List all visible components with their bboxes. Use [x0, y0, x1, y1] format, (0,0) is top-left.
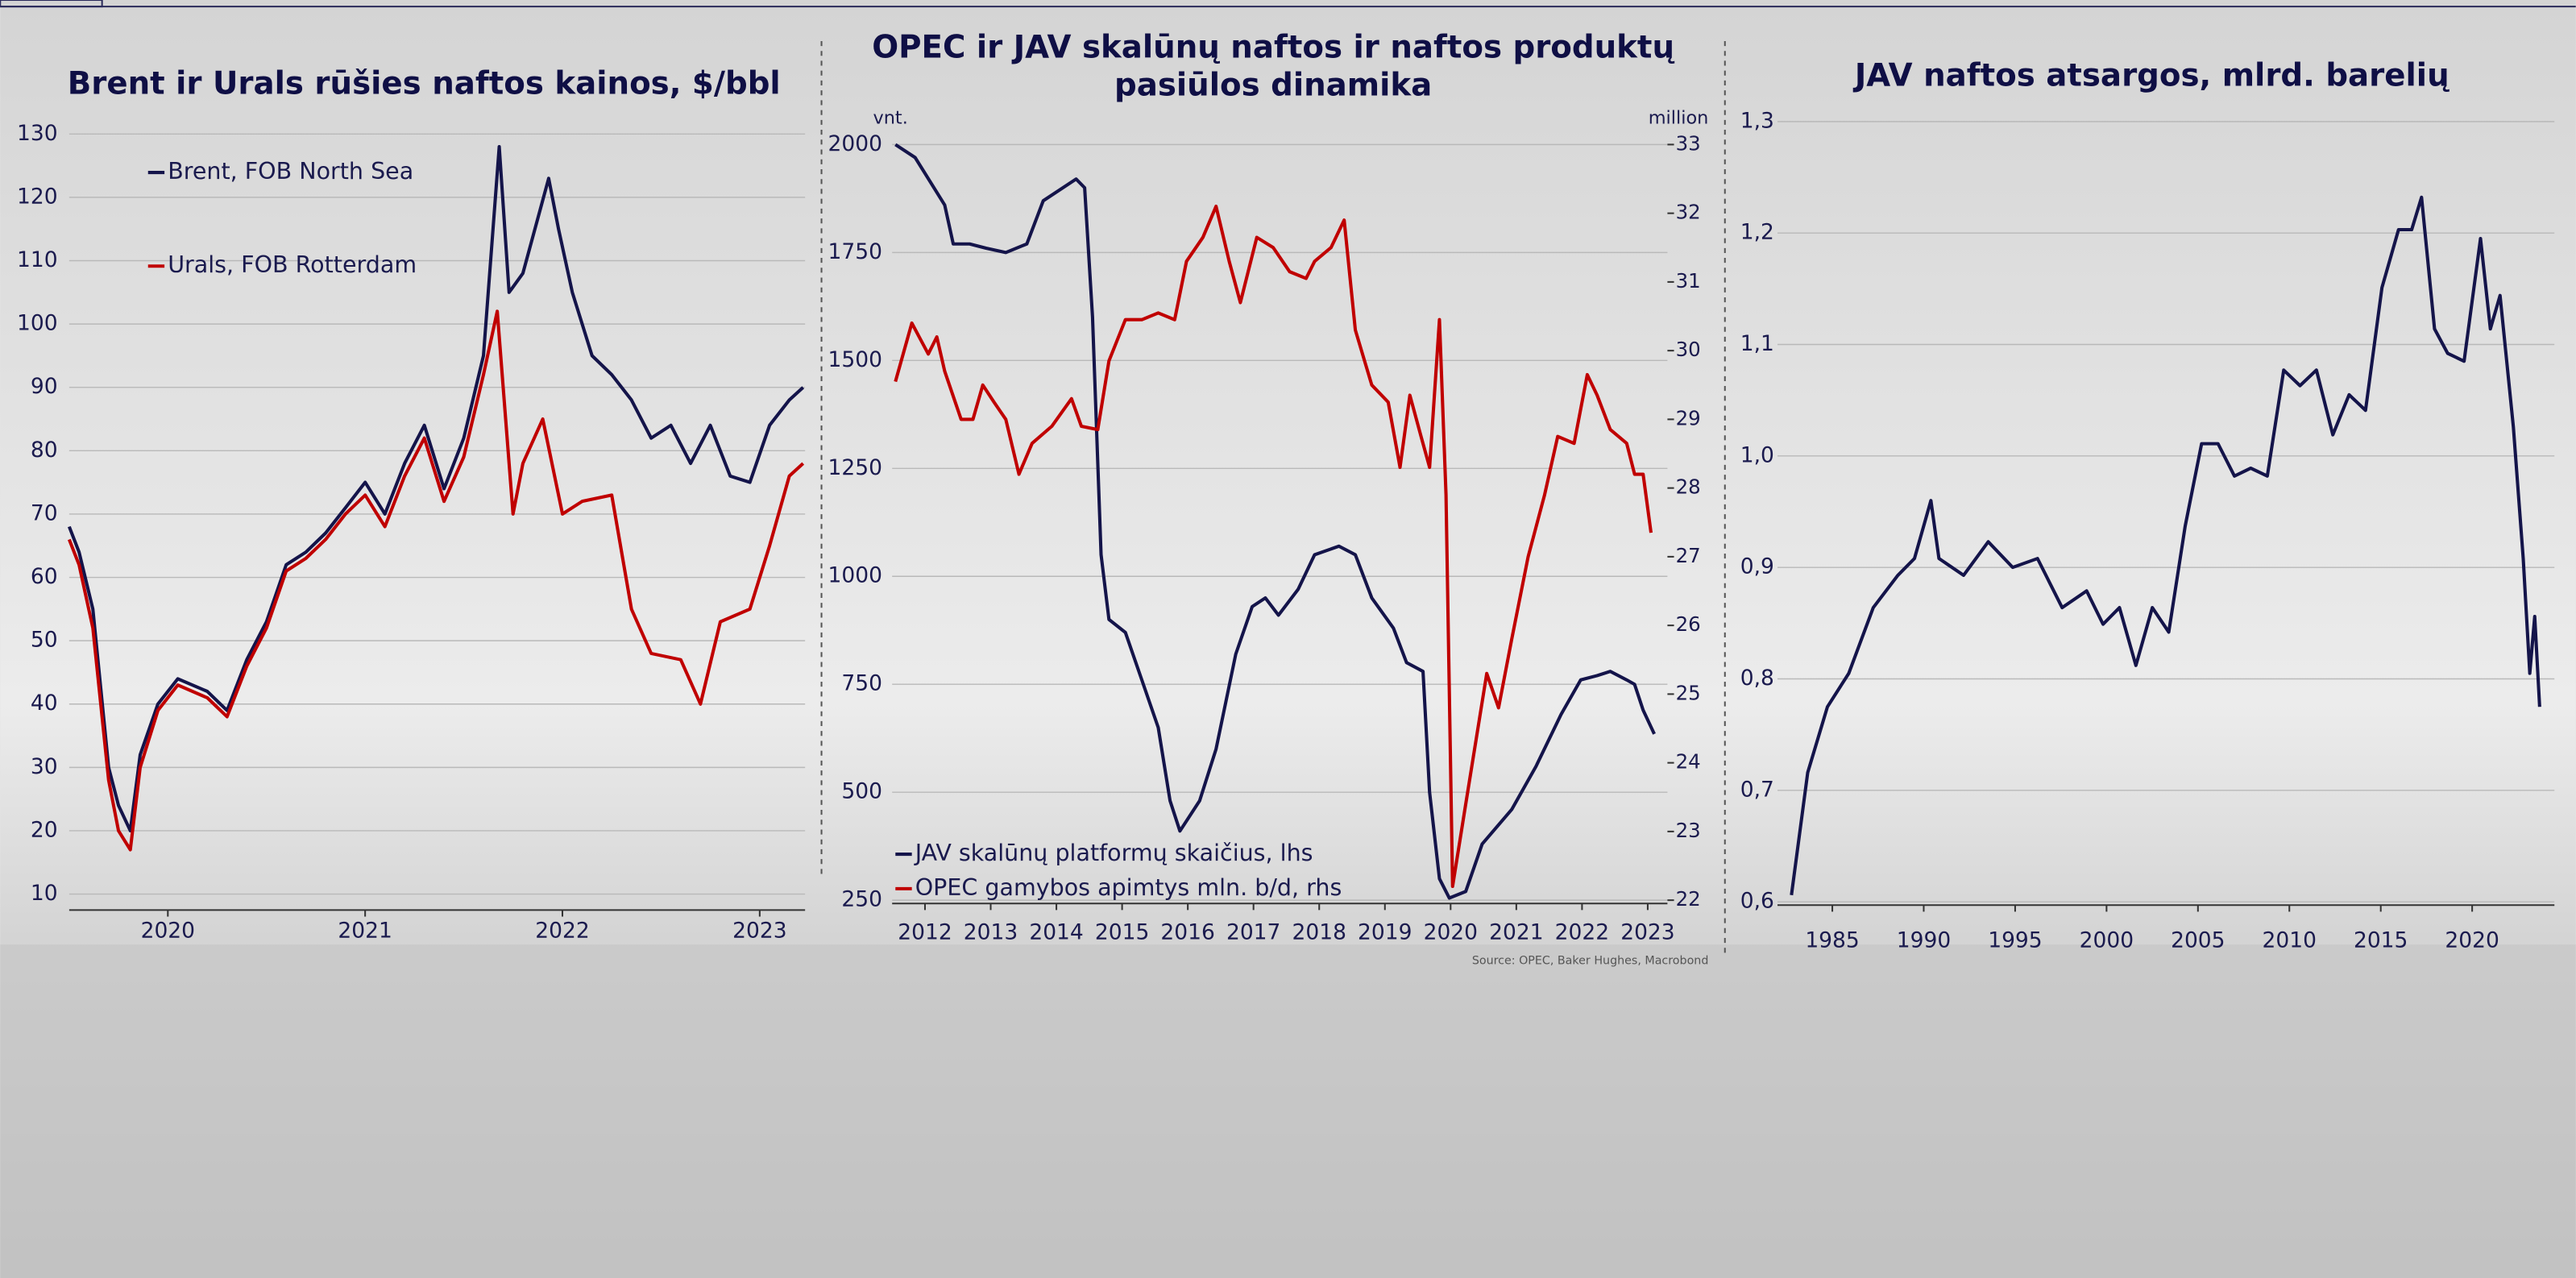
chart-title: JAV naftos atsargos, mlrd. barelių: [1852, 57, 2449, 93]
y2-tick-label: 26: [1676, 612, 1701, 636]
y2-tick-label: 29: [1676, 406, 1701, 429]
y-tick-label: 500: [841, 779, 882, 804]
y-tick-label: 1750: [828, 239, 882, 264]
y2-tick-label: 28: [1676, 475, 1701, 499]
y2-tick-label: 31: [1676, 269, 1701, 293]
y-tick-label: 1500: [828, 347, 882, 372]
legend-label: JAV skalūnų platformų skaičius, lhs: [914, 840, 1313, 866]
legend-label: OPEC gamybos apimtys mln. b/d, rhs: [915, 874, 1342, 901]
x-tick-label: 2020: [1424, 919, 1478, 944]
chart-title: OPEC ir JAV skalūnų naftos ir naftos pro…: [872, 30, 1674, 66]
y-tick-label: 0,8: [1740, 666, 1774, 691]
x-tick-label: 2017: [1226, 919, 1280, 944]
y-tick-label: 30: [31, 754, 58, 779]
x-tick-label: 2018: [1292, 919, 1346, 944]
x-tick-label: 2015: [2354, 928, 2408, 953]
chart-title: pasiūlos dinamika: [1114, 68, 1432, 104]
x-tick-label: 1985: [1805, 928, 1859, 953]
y-tick-label: 10: [31, 881, 58, 906]
dashboard: Brent ir Urals rūšies naftos kainos, $/b…: [0, 0, 2576, 1278]
page: {"chart_data": [ {"type": "line", "title…: [0, 0, 2576, 1278]
y-tick-label: 2000: [828, 131, 882, 156]
y-tick-label: 120: [17, 184, 58, 209]
chart-title: Brent ir Urals rūšies naftos kainos, $/b…: [68, 66, 781, 102]
x-tick-label: 2015: [1095, 919, 1149, 944]
y-tick-label: 70: [31, 500, 58, 525]
y-tick-label: 100: [17, 311, 58, 336]
x-tick-label: 2016: [1160, 919, 1214, 944]
x-tick-label: 2022: [1555, 919, 1609, 944]
y2-tick-label: 25: [1676, 681, 1701, 704]
y2-tick-label: 24: [1676, 750, 1701, 774]
y-tick-label: 0,6: [1740, 889, 1774, 914]
x-tick-label: 2010: [2263, 928, 2317, 953]
y-tick-label: 1,3: [1740, 108, 1774, 133]
x-tick-label: 2022: [535, 918, 589, 943]
x-tick-label: 2000: [2080, 928, 2134, 953]
source: Source: OPEC, Baker Hughes, Macrobond: [1472, 955, 1709, 968]
x-tick-label: 2023: [732, 918, 786, 943]
y-tick-label: 1000: [828, 563, 882, 588]
y-tick-label: 50: [31, 628, 58, 653]
y-tick-label: 1,1: [1740, 331, 1774, 356]
y-tick-label: 130: [17, 121, 58, 146]
y-tick-label: 110: [17, 247, 58, 272]
legend-label: Brent, FOB North Sea: [168, 158, 413, 185]
x-tick-label: 2005: [2171, 928, 2225, 953]
x-tick-label: 2023: [1620, 919, 1674, 944]
y2-tick-label: 30: [1676, 338, 1701, 361]
x-tick-label: 2021: [338, 918, 392, 943]
y2-tick-label: 32: [1676, 201, 1701, 224]
y-tick-label: 20: [31, 817, 58, 842]
y-tick-label: 750: [841, 671, 882, 696]
y-tick-label: 1,0: [1740, 442, 1774, 467]
x-tick-label: 2021: [1489, 919, 1543, 944]
y-axis-label: vnt.: [873, 107, 907, 128]
y-tick-label: 90: [31, 374, 58, 399]
y-tick-label: 1,2: [1740, 220, 1774, 245]
y-tick-label: 0,7: [1740, 777, 1774, 802]
y-tick-label: 60: [31, 564, 58, 589]
x-tick-label: 2012: [898, 919, 952, 944]
y-tick-label: 40: [31, 691, 58, 716]
y-tick-label: 0,9: [1740, 554, 1774, 579]
x-tick-label: 2019: [1358, 919, 1412, 944]
x-tick-label: 2013: [964, 919, 1018, 944]
sea: [0, 944, 2575, 1278]
y-tick-label: 1250: [828, 455, 882, 480]
y2-tick-label: 22: [1676, 887, 1701, 911]
y-tick-label: 80: [31, 438, 58, 463]
y2-tick-label: 33: [1676, 131, 1701, 155]
x-tick-label: 1995: [1988, 928, 2042, 953]
legend-label: Urals, FOB Rotterdam: [168, 251, 417, 278]
y2-tick-label: 27: [1676, 544, 1701, 567]
x-tick-label: 2014: [1029, 919, 1083, 944]
y-tick-label: 250: [841, 887, 882, 912]
y2-tick-label: 23: [1676, 819, 1701, 842]
x-tick-label: 2020: [2445, 928, 2499, 953]
x-tick-label: 2020: [141, 918, 195, 943]
y2-axis-label: million: [1649, 107, 1709, 128]
x-tick-label: 1990: [1897, 928, 1951, 953]
